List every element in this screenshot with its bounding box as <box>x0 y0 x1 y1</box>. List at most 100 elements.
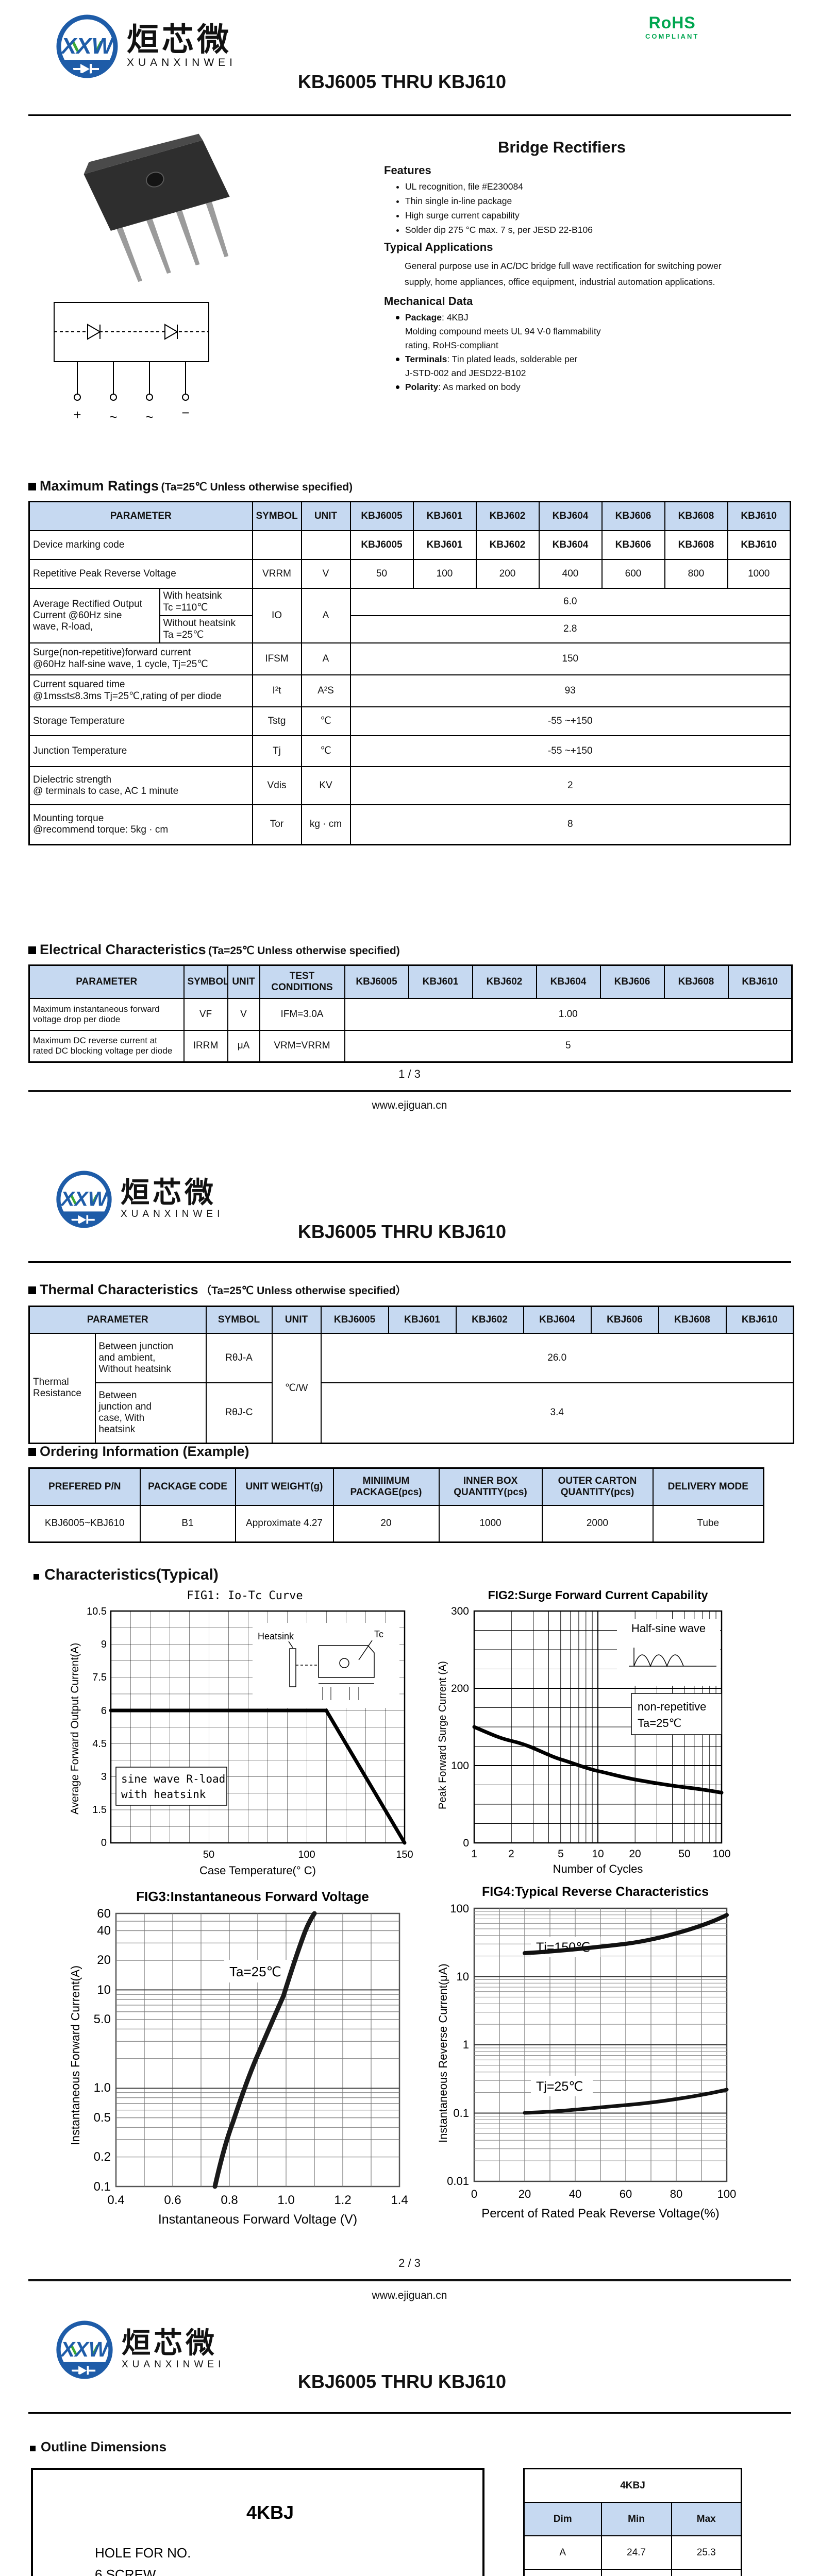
fig2-xtick: 100 <box>712 1848 730 1860</box>
col-device: KBJ606 <box>590 1306 659 1334</box>
pin-label-ac1: ~ <box>109 409 117 425</box>
table-row: Maximum DC reverse current at rated DC b… <box>28 1029 793 1063</box>
max-ratings-heading: Maximum Ratings (Ta=25℃ Unless otherwise… <box>28 478 353 494</box>
cell: 20 <box>332 1504 440 1543</box>
elec-title: Electrical Characteristics <box>40 942 206 957</box>
table-row: Without heatsink Ta =25℃ 2.8 <box>29 615 791 643</box>
table-header-row: PREFERED P/N PACKAGE CODE UNIT WEIGHT(g)… <box>28 1467 764 1506</box>
fig1-ytick: 6 <box>101 1705 107 1717</box>
fig4-ytick: 1 <box>463 2038 469 2051</box>
pin-label-minus: − <box>181 405 189 420</box>
value: -55 ~+150 <box>349 735 791 767</box>
ordering-table: PREFERED P/N PACKAGE CODE UNIT WEIGHT(g)… <box>28 1467 764 1543</box>
value: 400 <box>538 558 603 589</box>
fig4-ytick: 0.01 <box>447 2175 469 2188</box>
fig1-xtick: 150 <box>396 1849 413 1860</box>
fig2-xtick: 5 <box>558 1848 564 1860</box>
fig1-title: FIG1: Io-Tc Curve <box>187 1589 303 1602</box>
ordering-title: Ordering Information (Example) <box>40 1444 249 1459</box>
col-device: KBJ6005 <box>344 964 409 999</box>
page-2: XXW 烜芯微 XUANXINWEI KBJ6005 THRU KBJ610 T… <box>0 1165 819 2314</box>
col-unit: UNIT <box>271 1306 322 1334</box>
pin-label-ac2: ~ <box>145 409 153 425</box>
table-row: B1.051.45 <box>523 2569 742 2576</box>
dim-col: Dim <box>523 2502 602 2536</box>
unit: A²S <box>300 674 351 707</box>
outline-title: Outline Dimensions <box>41 2439 167 2454</box>
symbol: RθJ-C <box>205 1382 273 1444</box>
col-device: KBJ606 <box>599 964 665 999</box>
mech-rest: J-STD-002 and JESD22-B102 <box>405 368 526 379</box>
col-device: KBJ610 <box>725 1306 794 1334</box>
col-device: KBJ601 <box>412 501 477 531</box>
outline-drawing-box: 4KBJ HOLE FOR NO. 6 SCREW <box>31 2468 484 2576</box>
page-1: XXW 烜芯微 XUANXINWEI KBJ6005 THRU KBJ610 R… <box>0 0 819 1165</box>
param: Mounting torque @recommend torque: 5kg ·… <box>28 804 253 845</box>
mech-rest: : As marked on body <box>438 382 521 393</box>
fig1-ylabel: Average Forward Output Current(A) <box>69 1643 81 1815</box>
table-row: Surge(non-repetitive)forward current @60… <box>28 642 791 675</box>
unit: A <box>300 642 351 675</box>
brand-name-en: XUANXINWEI <box>127 57 237 69</box>
brand-name-en: XUANXINWEI <box>122 2359 225 2370</box>
col-header: PREFERED P/N <box>28 1467 141 1506</box>
symbol: I²t <box>252 674 302 707</box>
symbol: VF <box>183 997 228 1031</box>
footer-rule <box>28 2279 791 2281</box>
col-symbol: SYMBOL <box>183 964 228 999</box>
fig4-ytick: 100 <box>450 1902 469 1915</box>
fig4-ytick: 10 <box>457 1970 469 1983</box>
unit: kg · cm <box>300 804 351 845</box>
site-url: www.ejiguan.cn <box>372 2290 447 2301</box>
logo-letters: XXW <box>60 33 115 59</box>
hole-label-1: HOLE FOR NO. <box>95 2545 191 2561</box>
table-row: Repetitive Peak Reverse Voltage VRRM V 5… <box>28 558 791 589</box>
value: 200 <box>475 558 540 589</box>
table-row: Current squared time @1ms≤t≤8.3ms Tj=25℃… <box>28 674 791 707</box>
col-device: KBJ6005 <box>320 1306 389 1334</box>
fig2-xtick: 10 <box>592 1848 604 1860</box>
apps-title: Typical Applications <box>384 241 493 253</box>
logo-letters: XXW <box>60 1188 109 1211</box>
unit: ℃ <box>300 735 351 767</box>
fig1-annotation: sine wave R-load <box>121 1773 225 1785</box>
charts-heading: Characteristics(Typical) <box>34 1566 219 1584</box>
param: Junction Temperature <box>28 735 253 767</box>
value: 5 <box>344 1029 793 1063</box>
fig1-inset-heatsink: Heatsink <box>258 1631 294 1641</box>
ordering-heading: Ordering Information (Example) <box>28 1444 249 1460</box>
unit: ℃/W <box>271 1332 322 1444</box>
fig3-ytick: 60 <box>97 1907 111 1921</box>
feature-item: UL recognition, file #E230084 <box>405 181 768 192</box>
value: 26.0 <box>320 1332 794 1383</box>
col-device: KBJ608 <box>658 1306 727 1334</box>
col-symbol: SYMBOL <box>205 1306 273 1334</box>
thermal-table: PARAMETER SYMBOL UNIT KBJ6005 KBJ601 KBJ… <box>28 1306 794 1444</box>
fig4-xlabel: Percent of Rated Peak Reverse Voltage(%) <box>481 2207 720 2221</box>
fig2-ytick: 300 <box>451 1605 469 1617</box>
symbol: IFSM <box>252 642 302 675</box>
col-parameter: PARAMETER <box>28 1306 207 1334</box>
fig2-xtick: 1 <box>471 1848 477 1860</box>
dim-table-header-row: Dim Min Max <box>523 2502 742 2536</box>
thermal-title: Thermal Characteristics <box>40 1282 198 1297</box>
intro-column: Bridge Rectifiers Features UL recognitio… <box>356 138 768 396</box>
value: 8 <box>349 804 791 845</box>
mech-rest: : Tin plated leads, solderable per <box>447 354 578 365</box>
param: Repetitive Peak Reverse Voltage <box>28 558 253 589</box>
fig1-io-tc-chart: FIG1: Io-Tc Curve 10.5 9 7.5 6 4.5 3 1.5… <box>69 1589 413 1877</box>
table-row: Thermal Resistance Between junction and … <box>28 1332 794 1444</box>
features-title: Features <box>384 164 431 177</box>
cell: 24.7 <box>600 2535 672 2570</box>
fig3-ylabel: Instantaneous Forward Current(A) <box>69 1965 82 2145</box>
fig4-xtick: 100 <box>717 2188 737 2200</box>
fig3-xlabel: Instantaneous Forward Voltage (V) <box>158 2212 357 2227</box>
outline-drawing: 4KBJ HOLE FOR NO. 6 SCREW <box>95 2502 294 2576</box>
table-row: Storage Temperature Tstg ℃ -55 ~+150 <box>28 706 791 736</box>
unit: V <box>227 997 260 1031</box>
col-device: KBJ606 <box>601 501 665 531</box>
doc-title: KBJ6005 THRU KBJ610 <box>297 2371 507 2392</box>
page-3: XXW 烜芯微 XUANXINWEI KBJ6005 THRU KBJ610 O… <box>0 2314 819 2576</box>
fig3-ytick: 10 <box>97 1983 111 1997</box>
table-row: Mounting torque @recommend torque: 5kg ·… <box>28 804 791 845</box>
